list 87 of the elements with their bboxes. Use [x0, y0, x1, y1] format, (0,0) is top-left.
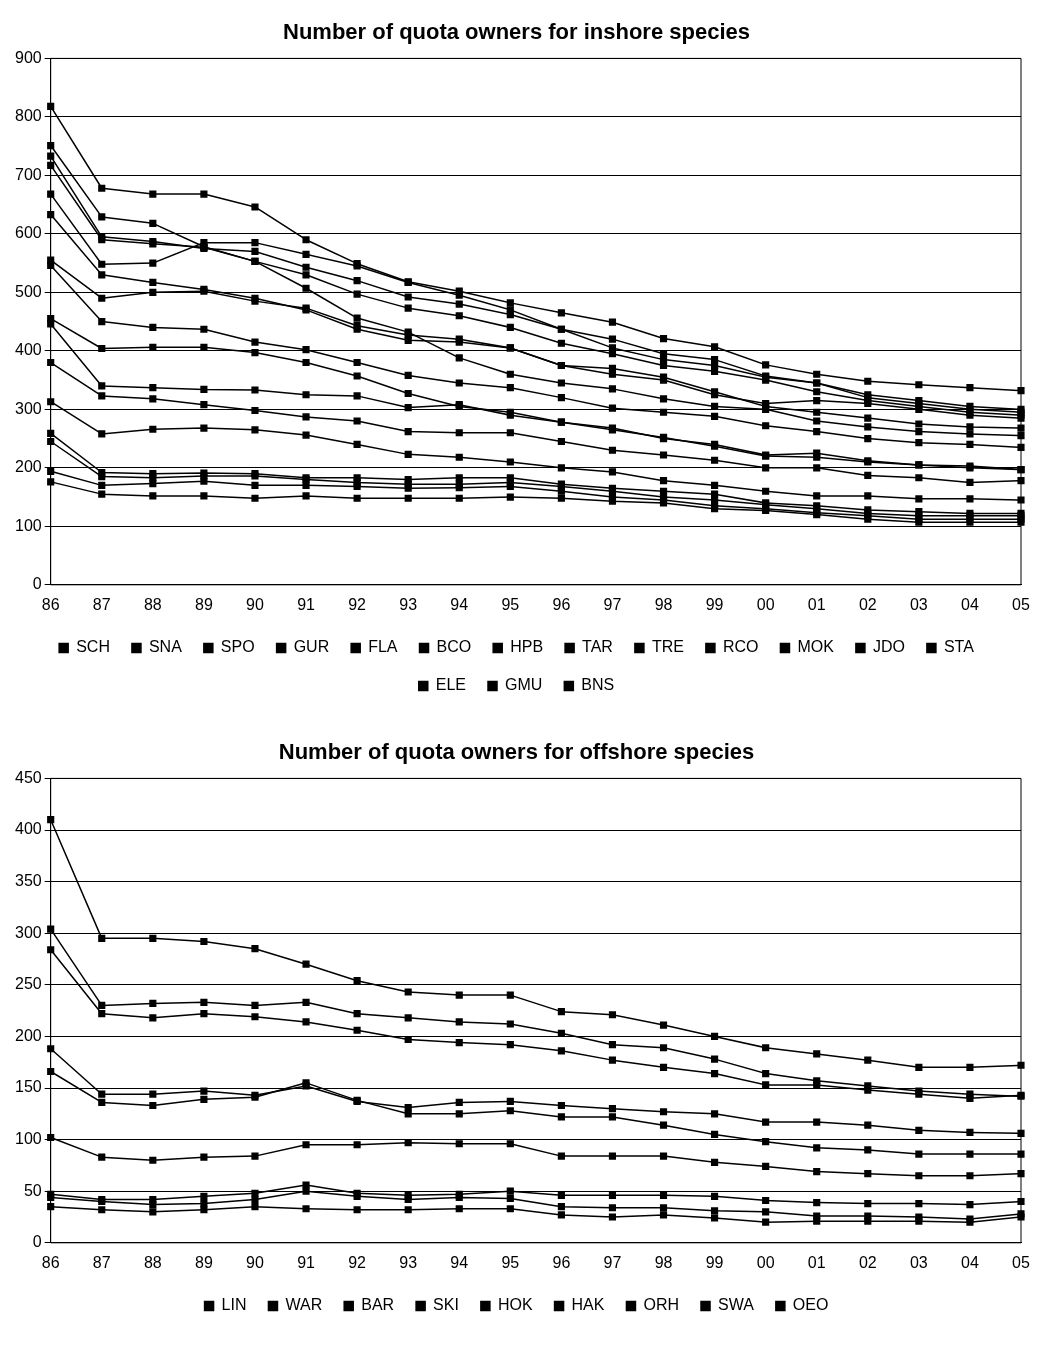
x-tick-label: 89 — [195, 595, 213, 613]
legend-label: MOK — [797, 638, 835, 656]
y-tick-label: 0 — [32, 575, 42, 593]
x-tick-label: 96 — [552, 595, 571, 613]
x-tick-label: 87 — [92, 595, 111, 613]
y-tick-label: 800 — [14, 107, 42, 125]
x-tick-label: 03 — [909, 1253, 928, 1271]
y-tick-label: 0 — [32, 1233, 42, 1251]
legend-label: BAR — [361, 1296, 395, 1314]
x-tick-label: 00 — [756, 595, 775, 613]
y-tick-label: 200 — [14, 1026, 42, 1044]
legend-label: TRE — [651, 638, 684, 656]
legend-label: HAK — [571, 1296, 605, 1314]
x-tick-label: 04 — [961, 595, 979, 613]
x-tick-label: 89 — [195, 1253, 213, 1271]
legend-label: HPB — [510, 638, 544, 656]
x-tick-label: 93 — [399, 595, 418, 613]
x-tick-label: 92 — [348, 1253, 367, 1271]
y-tick-label: 400 — [14, 820, 42, 838]
y-tick-label: 150 — [14, 1078, 42, 1096]
y-tick-label: 700 — [14, 165, 42, 183]
x-tick-label: 02 — [858, 595, 877, 613]
legend-label: JDO — [872, 638, 905, 656]
x-tick-label: 87 — [92, 1253, 111, 1271]
legend-label: LIN — [221, 1296, 247, 1314]
x-tick-label: 86 — [41, 595, 60, 613]
legend-label: FLA — [368, 638, 398, 656]
legend-label: TAR — [582, 638, 613, 656]
x-tick-label: 94 — [450, 595, 469, 613]
legend-label: STA — [943, 638, 975, 656]
x-tick-label: 93 — [399, 1253, 418, 1271]
y-tick-label: 300 — [14, 399, 42, 417]
x-tick-label: 05 — [1012, 1253, 1030, 1271]
y-tick-label: 250 — [14, 975, 42, 993]
x-tick-label: 02 — [858, 1253, 877, 1271]
legend-label: SKI — [433, 1296, 459, 1314]
legend-label: WAR — [285, 1296, 323, 1314]
legend-label: ELE — [435, 676, 467, 694]
x-tick-label: 97 — [603, 1253, 622, 1271]
x-tick-label: 98 — [654, 1253, 673, 1271]
legend-label: OEO — [792, 1296, 829, 1314]
y-tick-label: 900 — [14, 48, 42, 66]
legend-label: HOK — [497, 1296, 533, 1314]
x-tick-label: 90 — [246, 1253, 264, 1271]
x-tick-label: 86 — [41, 1253, 60, 1271]
x-tick-label: 92 — [348, 595, 367, 613]
legend-label: SNA — [148, 638, 183, 656]
x-tick-label: 99 — [705, 1253, 724, 1271]
x-tick-label: 95 — [501, 595, 520, 613]
x-tick-label: 97 — [603, 595, 622, 613]
x-tick-label: 01 — [807, 595, 826, 613]
x-tick-label: 04 — [961, 1253, 979, 1271]
legend-label: GUR — [293, 638, 330, 656]
legend-label: BCO — [436, 638, 472, 656]
y-tick-label: 500 — [14, 282, 42, 300]
x-tick-label: 99 — [705, 595, 724, 613]
x-tick-label: 03 — [909, 595, 928, 613]
chart-title: Number of quota owners for inshore species — [283, 19, 750, 45]
legend-label: GMU — [505, 676, 543, 694]
x-tick-label: 95 — [501, 1253, 520, 1271]
y-tick-label: 100 — [14, 516, 42, 534]
legend-label: RCO — [722, 638, 759, 656]
x-tick-label: 00 — [756, 1253, 775, 1271]
x-tick-label: 05 — [1012, 595, 1030, 613]
chart-title: Number of quota owners for offshore species — [278, 739, 755, 765]
y-tick-label: 400 — [14, 341, 42, 359]
y-tick-label: 450 — [14, 768, 42, 786]
x-tick-label: 91 — [297, 595, 316, 613]
x-tick-label: 88 — [143, 595, 162, 613]
legend-label: SWA — [718, 1296, 755, 1314]
x-tick-label: 91 — [297, 1253, 316, 1271]
y-tick-label: 50 — [23, 1181, 42, 1199]
x-tick-label: 88 — [143, 1253, 162, 1271]
y-tick-label: 300 — [14, 923, 42, 941]
x-tick-label: 01 — [807, 1253, 826, 1271]
y-tick-label: 600 — [14, 224, 42, 242]
x-tick-label: 96 — [552, 1253, 571, 1271]
y-tick-label: 350 — [14, 872, 42, 890]
legend-label: SPO — [220, 638, 255, 656]
legend-label: BNS — [581, 676, 615, 694]
y-tick-label: 200 — [14, 458, 42, 476]
y-tick-label: 100 — [14, 1130, 42, 1148]
x-tick-label: 98 — [654, 595, 673, 613]
x-tick-label: 94 — [450, 1253, 469, 1271]
legend-label: SCH — [76, 638, 110, 656]
legend-label: ORH — [643, 1296, 680, 1314]
x-tick-label: 90 — [246, 595, 264, 613]
